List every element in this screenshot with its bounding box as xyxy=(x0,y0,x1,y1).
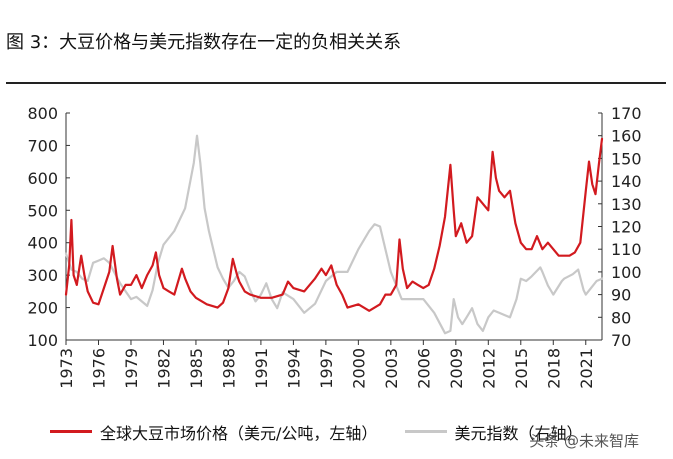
left-tick-label: 100 xyxy=(27,331,58,350)
axes: 800 700 600 500 400 300 200 100 170 160 150 140 130 1… xyxy=(27,104,641,389)
left-tick-label: 400 xyxy=(27,234,58,253)
x-tick-label: 2018 xyxy=(544,348,563,389)
x-tick-label: 2009 xyxy=(447,348,466,389)
right-tick-label: 70 xyxy=(611,331,631,350)
watermark: 头条 @未来智库 xyxy=(529,432,639,450)
right-tick-label: 100 xyxy=(611,263,642,282)
x-tick-label: 1991 xyxy=(252,348,271,389)
right-tick-label: 170 xyxy=(611,104,642,123)
legend-label-soybean: 全球大豆市场价格（美元/公吨，左轴） xyxy=(100,423,378,443)
right-tick-label: 140 xyxy=(611,172,642,191)
series-line-usd-index xyxy=(64,134,604,335)
legend-swatch-soybean xyxy=(50,430,92,433)
legend-item-usd: 美元指数（右轴） xyxy=(404,420,583,444)
figure-title: 图 3：大豆价格与美元指数存在一定的负相关关系 xyxy=(6,32,402,53)
x-tick-label: 1982 xyxy=(154,348,173,389)
legend-item-soybean: 全球大豆市场价格（美元/公吨，左轴） xyxy=(50,420,377,444)
left-tick-label: 700 xyxy=(27,136,58,155)
right-tick-label: 130 xyxy=(611,195,642,214)
x-tick-label: 1988 xyxy=(219,348,238,389)
x-tick-label: 2012 xyxy=(479,348,498,389)
right-tick-label: 110 xyxy=(611,240,642,259)
x-tick-label: 1994 xyxy=(284,348,303,389)
right-tick-label: 150 xyxy=(611,149,642,168)
title-divider xyxy=(6,82,666,84)
x-tick-label: 2021 xyxy=(577,348,596,389)
x-tick-label: 1976 xyxy=(89,348,108,389)
right-tick-label: 160 xyxy=(611,127,642,146)
legend: 全球大豆市场价格（美元/公吨，左轴） 美元指数（右轴） xyxy=(50,418,583,444)
x-tick-label: 1979 xyxy=(122,348,141,389)
x-tick-label: 1985 xyxy=(187,348,206,389)
legend-swatch-usd xyxy=(404,430,447,433)
series-layer xyxy=(64,134,604,335)
x-tick-label: 2003 xyxy=(382,348,401,389)
left-tick-label: 200 xyxy=(27,299,58,318)
x-tick-label: 2000 xyxy=(349,348,368,389)
right-tick-label: 90 xyxy=(611,286,631,305)
left-tick-label: 600 xyxy=(27,169,58,188)
x-tick-label: 2015 xyxy=(512,348,531,389)
x-tick-label: 1973 xyxy=(57,348,76,389)
x-tick-label: 2006 xyxy=(414,348,433,389)
left-tick-label: 500 xyxy=(27,201,58,220)
x-tick-label: 1997 xyxy=(317,348,336,389)
right-tick-label: 80 xyxy=(611,308,631,327)
right-tick-label: 120 xyxy=(611,218,642,237)
left-tick-label: 300 xyxy=(27,266,58,285)
left-tick-label: 800 xyxy=(27,104,58,123)
series-line-soybean-price xyxy=(64,137,604,312)
legend-label-usd: 美元指数（右轴） xyxy=(454,423,583,443)
